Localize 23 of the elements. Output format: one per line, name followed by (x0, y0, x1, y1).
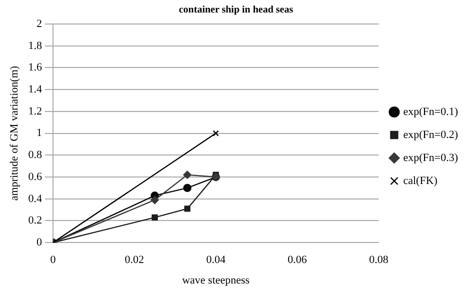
y-tick-label: 1 (36, 127, 42, 140)
y-tick-label: 0.2 (28, 214, 42, 227)
legend-label: cal(FK) (403, 174, 438, 187)
y-tick-label: 2 (36, 18, 42, 30)
y-tick-label: 1.4 (28, 83, 42, 96)
x-tick-label: 0.06 (288, 254, 308, 266)
y-tick-label: 0.4 (28, 192, 42, 205)
x-tick-label: 0.08 (369, 254, 389, 266)
x-tick-label: 0 (50, 254, 56, 266)
x-tick-label: 0.04 (206, 254, 226, 266)
y-tick-label: 0.6 (28, 170, 42, 183)
x-tick-label: 0.02 (124, 254, 144, 266)
legend-label: exp(Fn=0.1) (403, 106, 458, 118)
y-tick-label: 1.8 (28, 40, 42, 52)
legend-label: exp(Fn=0.3) (403, 152, 458, 164)
y-axis-title: ampritude of GM variation(m) (8, 66, 20, 201)
y-tick-label: 0 (36, 236, 42, 248)
y-tick-label: 1.2 (28, 105, 42, 118)
x-axis-title: wave steepness (182, 274, 250, 286)
legend-label: exp(Fn=0.2) (403, 128, 458, 141)
chart-title: container ship in head seas (178, 4, 294, 16)
y-tick-label: 1.6 (28, 62, 42, 74)
y-tick-label: 0.8 (28, 149, 42, 162)
